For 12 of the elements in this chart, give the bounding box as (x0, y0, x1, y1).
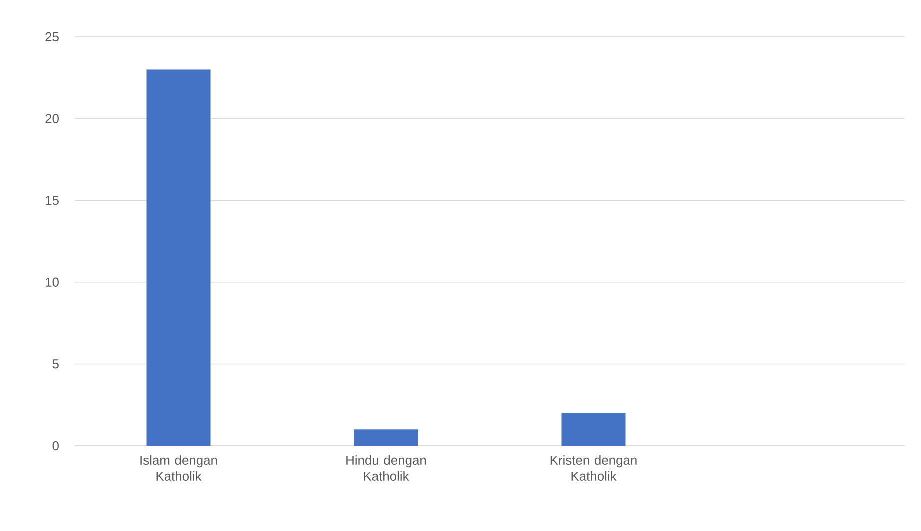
bar (562, 413, 626, 446)
y-tick-label: 15 (46, 196, 59, 206)
bar (146, 70, 211, 446)
y-tick-label: 10 (46, 278, 59, 287)
y-tick-label: 5 (52, 360, 59, 369)
bar (354, 430, 418, 446)
x-tick-label: Hindu dengan Katholik (346, 456, 426, 481)
x-tick-label: Kristen dengan Katholik (550, 456, 637, 481)
y-tick-label: 0 (52, 441, 59, 451)
y-tick-label: 25 (46, 32, 59, 42)
x-tick-label: Islam dengan Katholik (140, 456, 218, 481)
y-tick-label: 20 (46, 114, 59, 124)
